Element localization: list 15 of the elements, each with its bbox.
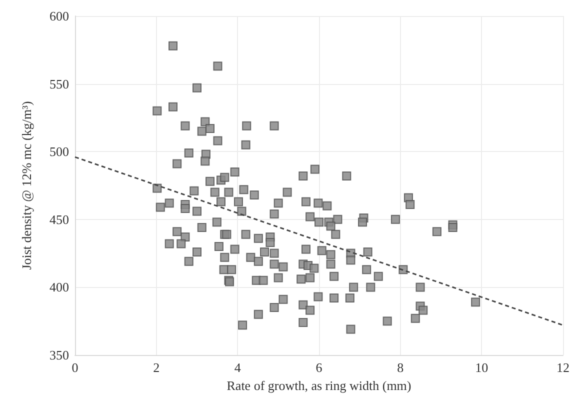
y-tick-label: 350	[50, 348, 69, 362]
x-axis-title: Rate of growth, as ring width (mm)	[226, 378, 412, 393]
x-tick-label: 10	[475, 360, 488, 375]
x-tick-label: 6	[316, 360, 323, 375]
y-axis-title: Joist density @ 12% mc (kg/m³)	[19, 101, 34, 270]
x-tick-label: 2	[153, 360, 160, 375]
y-tick-label: 600	[50, 8, 69, 24]
y-tick-label: 500	[50, 144, 69, 160]
x-tick-label: 0	[72, 360, 78, 375]
x-tick-label: 12	[556, 360, 570, 375]
x-tick-label: 8	[397, 360, 404, 375]
y-tick-label: 450	[50, 212, 69, 227]
x-tick-label: 4	[234, 360, 242, 375]
y-tick-label: 550	[50, 76, 69, 92]
y-tick-label: 400	[50, 280, 69, 295]
